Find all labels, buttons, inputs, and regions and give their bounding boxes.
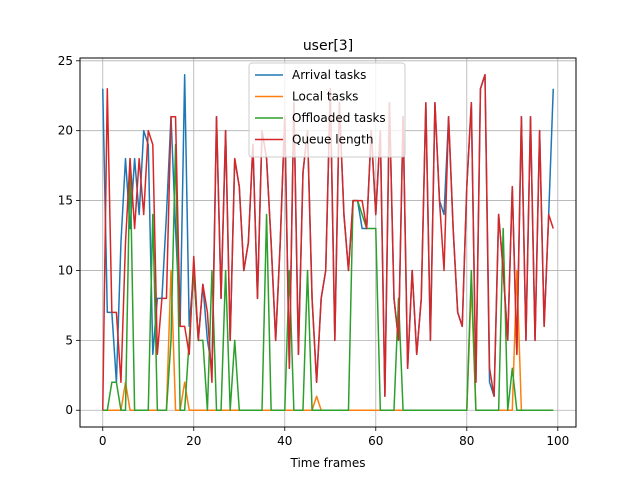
series-lines	[102, 74, 554, 411]
x-tick-label: 20	[186, 434, 201, 448]
legend-label: Local tasks	[292, 90, 358, 104]
plot-frame	[79, 57, 577, 428]
legend-label: Arrival tasks	[292, 68, 366, 82]
legend-label: Queue length	[292, 133, 374, 147]
axis-ticks: 0 20 40 60 80 100 0 5 10 15 20 25	[58, 54, 570, 448]
y-tick-label: 25	[58, 54, 73, 68]
x-tick-label: 80	[459, 434, 474, 448]
y-tick-label: 10	[58, 263, 73, 277]
legend: Arrival tasks Local tasks Offloaded tasks Q…	[248, 62, 406, 158]
x-tick-label: 100	[546, 434, 569, 448]
y-tick-label: 15	[58, 194, 73, 208]
x-axis-title: Time frames	[289, 456, 365, 470]
x-tick-label: 40	[277, 434, 292, 448]
series-line-offloaded-tasks	[102, 143, 554, 411]
y-tick-label: 0	[65, 403, 73, 417]
x-tick-label: 0	[99, 434, 107, 448]
x-tick-label: 60	[368, 434, 383, 448]
y-tick-label: 20	[58, 124, 73, 138]
legend-box	[248, 62, 406, 158]
series-line-queue-length	[102, 74, 554, 411]
legend-label: Offloaded tasks	[292, 111, 386, 125]
chart-title: user[3]	[303, 38, 353, 54]
y-tick-label: 5	[65, 333, 73, 347]
